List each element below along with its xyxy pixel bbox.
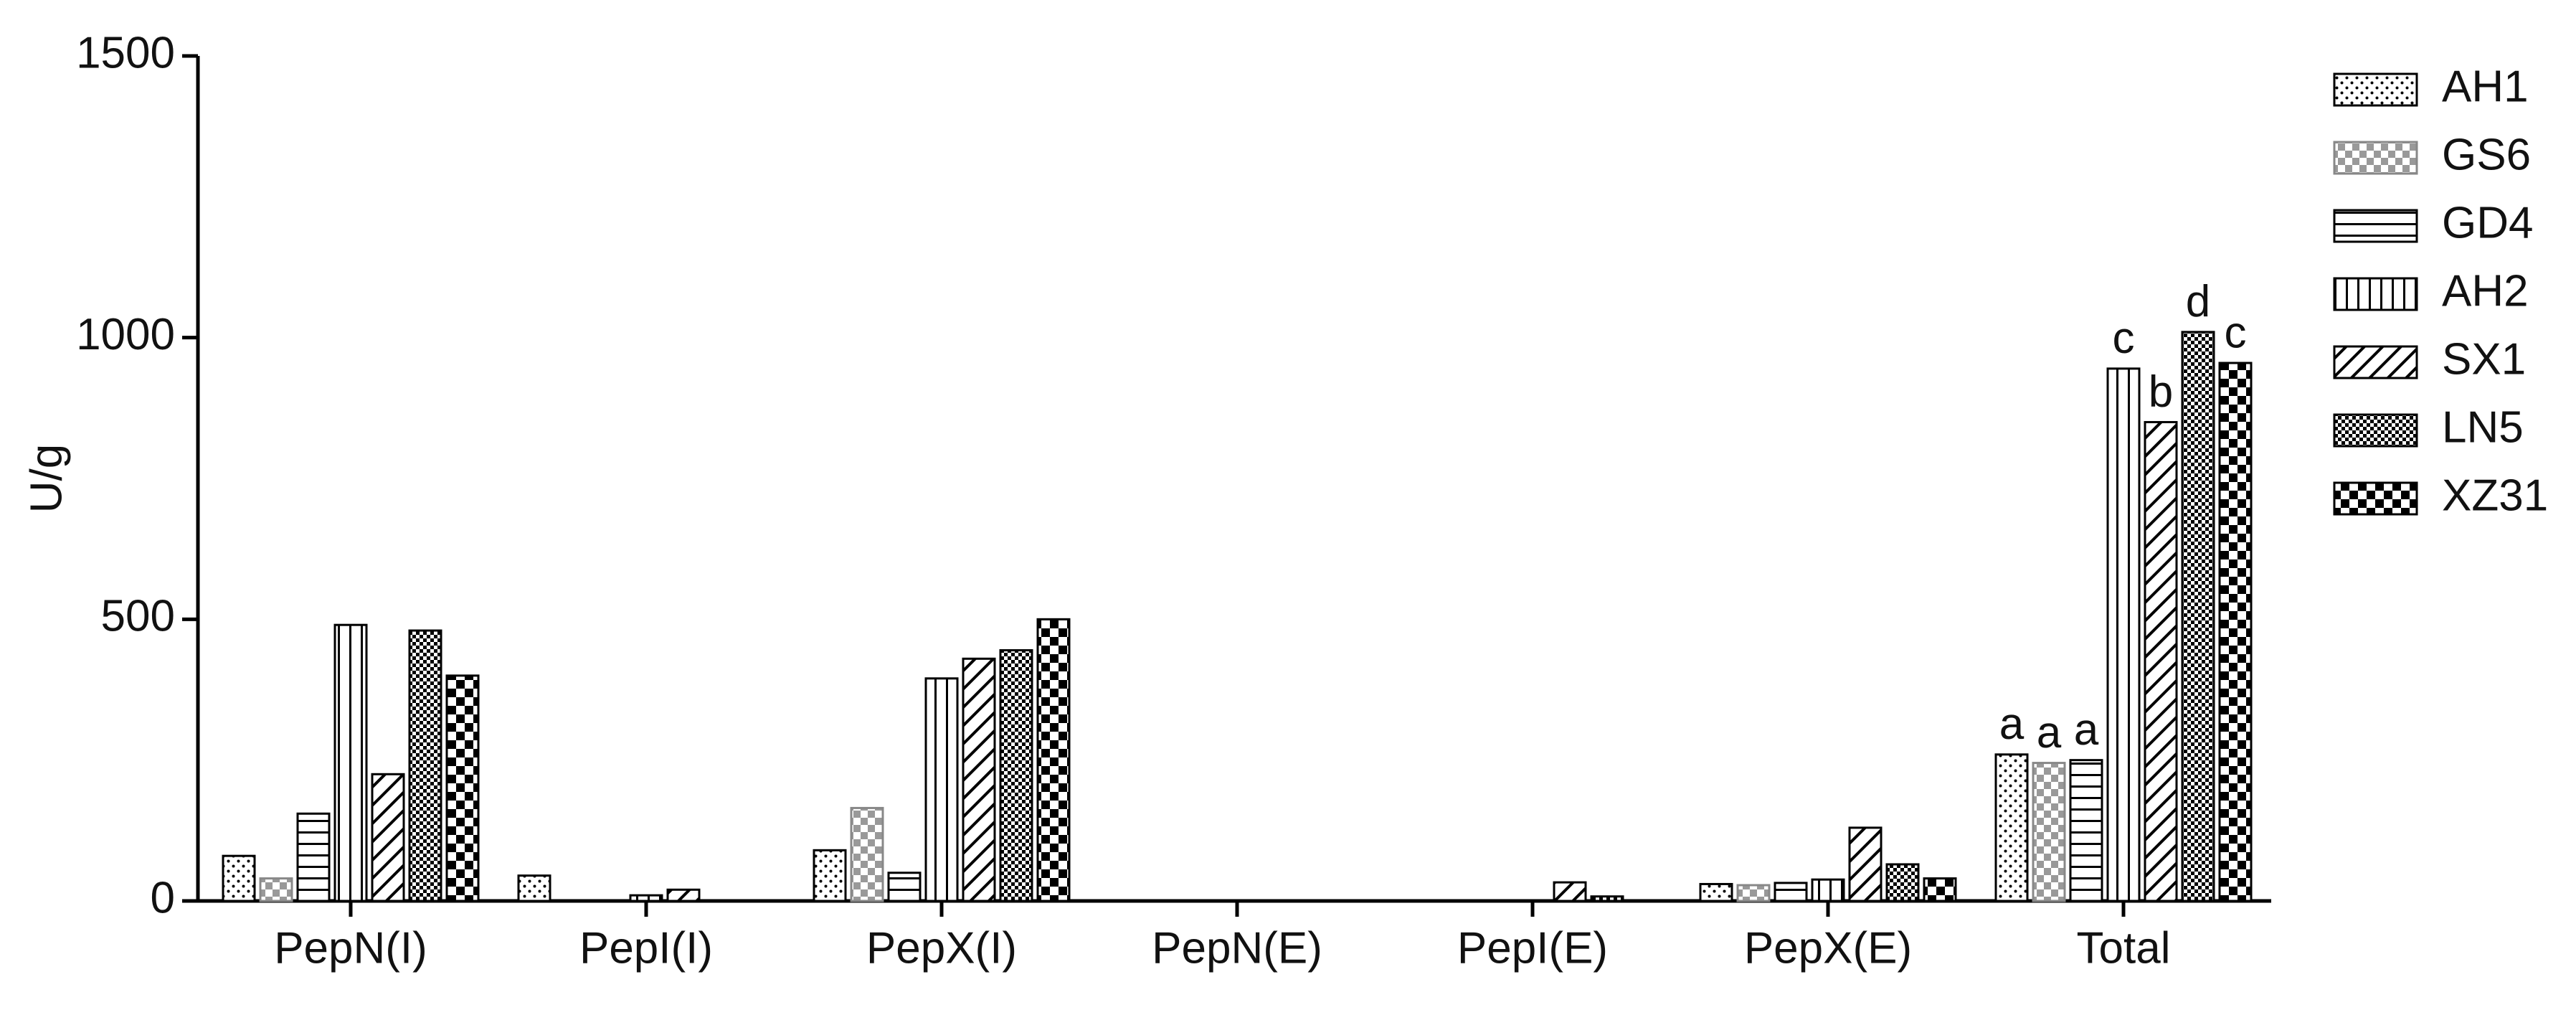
bar: [2106, 367, 2141, 902]
y-tick-label: 500: [101, 592, 175, 641]
legend-swatch: [2333, 72, 2418, 107]
bar: [1994, 753, 2029, 902]
legend-swatch: [2333, 209, 2418, 243]
bar: [222, 854, 256, 902]
bar: [1736, 884, 1771, 902]
bar: [2181, 331, 2215, 902]
bar: [1923, 877, 1957, 902]
bar: [2069, 759, 2103, 902]
bar: [887, 872, 922, 902]
x-tick-label: PepX(I): [866, 923, 1017, 973]
legend-label: GS6: [2442, 130, 2531, 179]
x-tick-label: PepN(E): [1152, 923, 1322, 973]
bar: [1553, 881, 1587, 902]
bar: [2218, 362, 2253, 902]
y-axis-label: U/g: [22, 444, 71, 513]
legend-label: AH1: [2442, 62, 2529, 111]
legend-label: SX1: [2442, 334, 2526, 384]
legend-swatch: [2333, 481, 2418, 516]
bar: [2144, 420, 2178, 902]
bar: [924, 677, 959, 902]
bar: [1848, 826, 1883, 902]
significance-letter: a: [1999, 699, 2025, 749]
significance-letter: a: [2074, 705, 2099, 755]
legend-swatch: [2333, 141, 2418, 175]
bar: [850, 806, 884, 902]
significance-letter: c: [2225, 308, 2247, 357]
legend-label: GD4: [2442, 198, 2533, 247]
significance-letter: c: [2113, 313, 2135, 363]
legend-swatch: [2333, 413, 2418, 448]
y-tick-label: 0: [151, 873, 175, 922]
bar: [259, 877, 293, 902]
x-tick-label: PepI(E): [1457, 923, 1608, 973]
x-tick-label: PepN(I): [274, 923, 427, 973]
bar: [962, 657, 996, 902]
bar: [1811, 878, 1845, 902]
bar: [813, 849, 847, 902]
bar: [1590, 895, 1624, 902]
bar: [517, 874, 551, 902]
legend-label: XZ31: [2442, 471, 2548, 520]
bar: [629, 894, 663, 902]
legend-swatch: [2333, 345, 2418, 379]
bar: [1036, 618, 1071, 902]
y-tick-label: 1000: [76, 310, 175, 359]
significance-letter: a: [2037, 708, 2062, 757]
bar: [1699, 882, 1733, 902]
bar: [445, 674, 480, 902]
bar: [2032, 762, 2066, 902]
bar: [371, 773, 405, 902]
bar: [1774, 882, 1808, 902]
x-tick-label: Total: [2077, 923, 2171, 973]
bar: [666, 888, 701, 902]
legend-swatch: [2333, 277, 2418, 311]
significance-letter: b: [2149, 367, 2173, 417]
significance-letter: d: [2186, 277, 2210, 326]
bar: [408, 629, 442, 902]
bar: [296, 812, 331, 902]
bar: [1885, 863, 1920, 902]
y-tick-label: 1500: [76, 28, 175, 77]
x-tick-label: PepI(I): [579, 923, 713, 973]
bar: [333, 623, 368, 902]
x-tick-label: PepX(E): [1744, 923, 1912, 973]
legend-label: LN5: [2442, 402, 2524, 452]
bar: [999, 649, 1033, 902]
legend-label: AH2: [2442, 266, 2529, 316]
